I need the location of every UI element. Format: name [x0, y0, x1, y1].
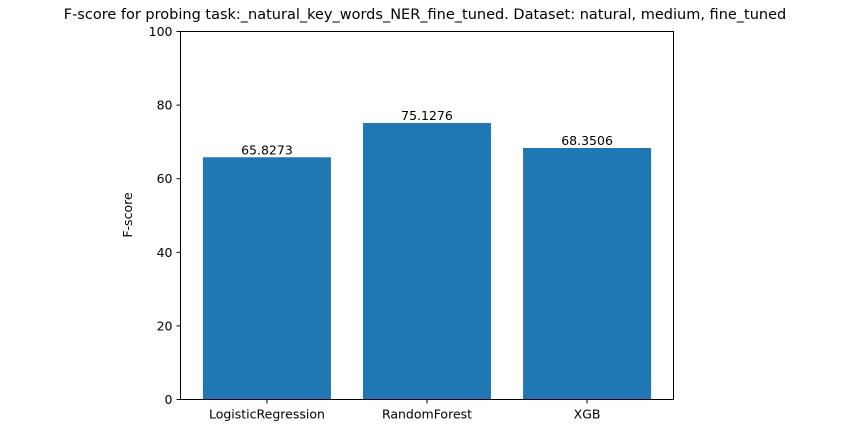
- y-tick-label-60: 60: [157, 171, 173, 186]
- bars-group: [202, 123, 652, 400]
- value-label-xgb: 68.3506: [561, 133, 613, 148]
- x-tick-label-xgb: XGB: [574, 407, 601, 422]
- x-tick-label-randomforest: RandomForest: [382, 407, 472, 422]
- y-axis-label: F-score: [120, 192, 135, 238]
- bar-xgb: [523, 147, 652, 400]
- y-tick-label-80: 80: [157, 98, 173, 113]
- bar-logisticregression: [202, 157, 331, 400]
- y-tick-label-20: 20: [157, 318, 173, 333]
- x-tick-label-logisticregression: LogisticRegression: [209, 407, 325, 422]
- y-tick-label-40: 40: [157, 245, 173, 260]
- y-tick-label-100: 100: [149, 24, 173, 39]
- y-tick-label-0: 0: [165, 392, 173, 407]
- bar-randomforest: [362, 123, 492, 400]
- x-axis: LogisticRegression RandomForest XGB: [209, 399, 601, 422]
- value-label-randomforest: 75.1276: [401, 108, 453, 123]
- chart-title: F-score for probing task:_natural_key_wo…: [64, 7, 787, 23]
- value-labels-group: 65.8273 75.1276 68.3506: [241, 108, 613, 157]
- y-axis: 0 20 40 60 80 100: [149, 24, 181, 407]
- value-label-logisticregression: 65.8273: [241, 142, 293, 157]
- plot-area: 65.8273 75.1276 68.3506: [180, 31, 674, 400]
